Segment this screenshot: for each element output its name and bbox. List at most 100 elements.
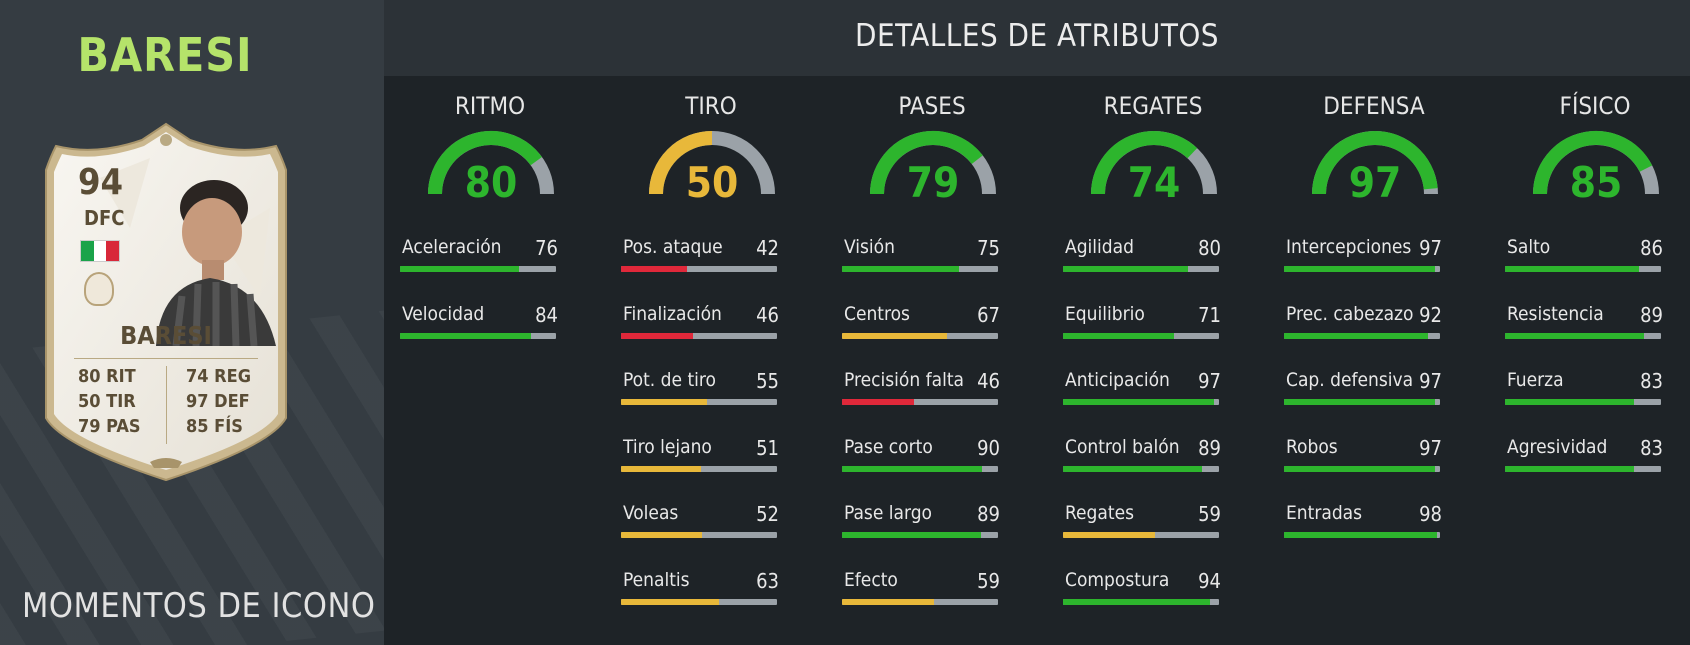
stat-value: 67 xyxy=(977,302,1000,327)
gauge-fill xyxy=(649,131,713,195)
card-stat: 97 DEF xyxy=(186,391,250,412)
stat-bar xyxy=(842,598,998,605)
stat-bar-fill xyxy=(621,465,701,472)
category-rating: 85 xyxy=(1569,158,1623,207)
stat-bar-fill xyxy=(1284,532,1437,538)
stat-label: Salto xyxy=(1507,236,1551,258)
stat-bar xyxy=(621,399,777,405)
stat-label: Finalización xyxy=(623,302,722,325)
stat-bar-fill xyxy=(621,266,687,272)
category-5: FÍSICO 85 Salto 86 Resistencia 89 Fuerza 83 Agre… xyxy=(1505,76,1685,645)
stat-row: Pase largo 89 xyxy=(842,502,1002,538)
stat-row: Agresividad 83 xyxy=(1505,436,1665,472)
card-stat: 79 PAS xyxy=(78,416,141,437)
category-rating: 80 xyxy=(464,158,518,207)
stat-bar xyxy=(1063,332,1219,339)
stat-label: Robos xyxy=(1286,435,1338,458)
stat-bar xyxy=(1063,399,1219,405)
category-name: TIRO xyxy=(685,92,737,120)
rating-gauge xyxy=(1312,131,1438,195)
card-type-label: MOMENTOS DE ICONO xyxy=(22,586,376,626)
icon-badge xyxy=(84,272,114,306)
stat-row: Centros 67 xyxy=(842,303,1002,339)
italy-flag-icon xyxy=(80,240,120,262)
stat-value: 75 xyxy=(977,236,1000,260)
card-position: DFC xyxy=(84,206,125,230)
stat-label: Compostura xyxy=(1065,568,1170,591)
stat-row: Precisión falta 46 xyxy=(842,369,1002,405)
stat-value: 97 xyxy=(1419,369,1442,393)
stat-label: Pase largo xyxy=(844,502,933,524)
stat-value: 52 xyxy=(756,502,779,526)
stat-bar-fill xyxy=(1505,332,1644,339)
stat-bar xyxy=(842,399,998,405)
stat-value: 59 xyxy=(1198,502,1221,526)
stat-label: Entradas xyxy=(1286,502,1363,524)
stat-value: 97 xyxy=(1419,236,1442,260)
stat-bar-fill xyxy=(621,598,720,605)
card-player-name: BARESI xyxy=(120,321,212,350)
player-panel: BARESI 94 DFC xyxy=(0,0,384,645)
stat-bar-fill xyxy=(1063,399,1215,405)
stat-value: 51 xyxy=(756,435,779,460)
card-stat: 85 FÍS xyxy=(186,416,243,437)
stat-bar xyxy=(1063,598,1219,605)
stat-label: Equilibrio xyxy=(1065,302,1145,325)
stat-value: 76 xyxy=(535,236,558,260)
stat-label: Cap. defensiva xyxy=(1286,369,1414,391)
attributes-title: DETALLES DE ATRIBUTOS xyxy=(854,18,1220,54)
stat-bar xyxy=(1063,532,1219,538)
stat-bar xyxy=(621,266,777,272)
stat-value: 59 xyxy=(977,568,1000,593)
category-3: REGATES 74 Agilidad 80 Equilibrio 71 Anticipac… xyxy=(1063,76,1243,645)
stat-bar-fill xyxy=(621,532,703,538)
stat-label: Intercepciones xyxy=(1286,236,1412,258)
stat-row: Efecto 59 xyxy=(842,569,1002,605)
stat-bar-fill xyxy=(1063,465,1202,472)
stat-bar xyxy=(1284,332,1440,339)
stat-bar-fill xyxy=(842,598,935,605)
stat-row: Intercepciones 97 xyxy=(1284,236,1444,272)
stat-bar xyxy=(1505,332,1661,339)
stat-bar xyxy=(1505,465,1661,472)
stat-value: 86 xyxy=(1640,236,1663,260)
stat-label: Control balón xyxy=(1065,435,1180,458)
stat-row: Penaltis 63 xyxy=(621,569,781,605)
stat-label: Resistencia xyxy=(1507,302,1604,325)
stat-bar-fill xyxy=(842,399,914,405)
stat-bar xyxy=(1284,465,1440,472)
stat-row: Prec. cabezazo 92 xyxy=(1284,303,1444,339)
stat-value: 42 xyxy=(756,236,779,260)
category-rating: 97 xyxy=(1348,158,1402,207)
stat-bar xyxy=(842,332,998,339)
stat-bar-fill xyxy=(400,332,532,339)
stat-row: Aceleración 76 xyxy=(400,236,560,272)
stat-value: 89 xyxy=(1640,302,1663,327)
stat-label: Prec. cabezazo xyxy=(1286,302,1414,325)
stat-value: 92 xyxy=(1419,302,1442,327)
stat-value: 46 xyxy=(756,302,779,327)
stat-bar-fill xyxy=(1505,266,1640,272)
stat-value: 94 xyxy=(1198,568,1221,593)
stat-row: Finalización 46 xyxy=(621,303,781,339)
stat-row: Compostura 94 xyxy=(1063,569,1223,605)
stat-row: Anticipación 97 xyxy=(1063,369,1223,405)
player-name: BARESI xyxy=(77,28,253,82)
rating-gauge xyxy=(1091,131,1217,195)
gauge-fill xyxy=(1091,131,1198,195)
category-2: PASES 79 Visión 75 Centros 67 Precisión falta 4… xyxy=(842,76,1022,645)
stat-bar xyxy=(1284,532,1440,538)
gauge-fill xyxy=(428,131,542,195)
stat-label: Voleas xyxy=(623,502,679,524)
stat-bar-fill xyxy=(1063,532,1156,538)
stat-value: 97 xyxy=(1198,369,1221,393)
card-stat-divider xyxy=(166,366,167,444)
stat-row: Fuerza 83 xyxy=(1505,369,1665,405)
stat-row: Pot. de tiro 55 xyxy=(621,369,781,405)
attributes-header xyxy=(384,0,1690,76)
stat-label: Anticipación xyxy=(1065,369,1170,391)
player-photo xyxy=(156,180,276,346)
stat-row: Equilibrio 71 xyxy=(1063,303,1223,339)
stat-row: Regates 59 xyxy=(1063,502,1223,538)
stat-row: Velocidad 84 xyxy=(400,303,560,339)
